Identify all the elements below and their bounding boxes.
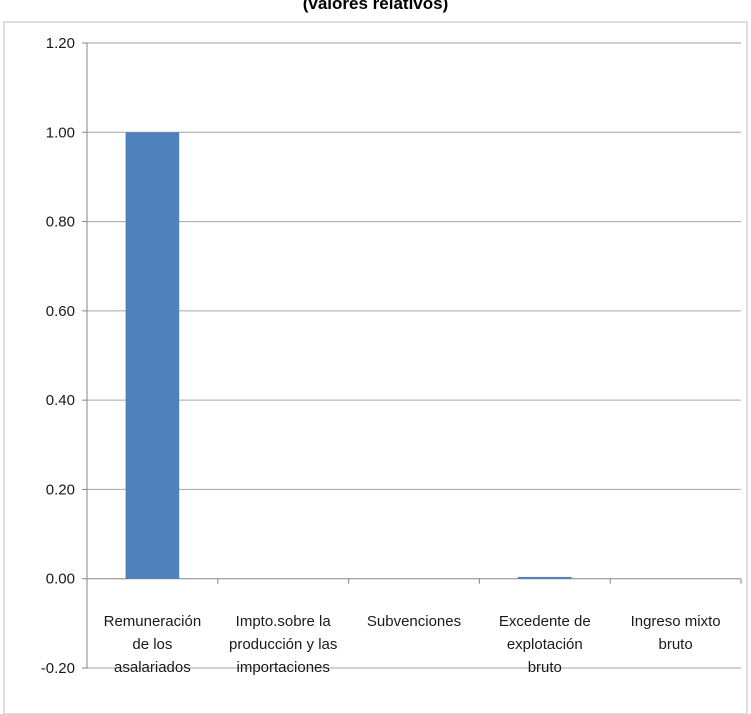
- bar: [517, 576, 572, 579]
- x-category-label: de los: [132, 636, 172, 653]
- y-tick-label: 0.40: [46, 392, 75, 409]
- x-category-label: bruto: [528, 659, 562, 676]
- axes: [82, 42, 742, 669]
- x-axis-labels: Remuneración de los asalariados Impto.sobre…: [104, 613, 721, 676]
- y-tick-label: 0.60: [46, 303, 75, 320]
- x-category-label: importaciones: [237, 659, 330, 676]
- chart-title: (valores relativos): [302, 0, 449, 13]
- bar: [125, 132, 180, 579]
- y-tick-label: -0.20: [41, 660, 75, 677]
- x-category-label: Ingreso mixto: [631, 613, 721, 630]
- y-tick-label: 0.00: [46, 571, 75, 588]
- bars: [125, 132, 572, 579]
- gridlines: [87, 42, 741, 669]
- x-category-label: Subvenciones: [367, 613, 461, 630]
- x-category-label: Remuneración: [104, 613, 202, 630]
- x-category-label: explotación: [507, 636, 583, 653]
- y-tick-label: 0.20: [46, 481, 75, 498]
- chart-border: [3, 21, 748, 714]
- y-tick-label: 1.20: [46, 35, 75, 52]
- y-tick-label: 0.80: [46, 214, 75, 231]
- x-category-label: Excedente de: [499, 613, 591, 630]
- y-axis-ticks: 1.20 1.00 0.80 0.60 0.40 0.20 0.00 -0.20: [41, 35, 75, 677]
- x-category-label: Impto.sobre la: [236, 613, 332, 630]
- x-category-label: producción y las: [229, 636, 337, 653]
- y-tick-label: 1.00: [46, 124, 75, 141]
- x-category-label: asalariados: [114, 659, 191, 676]
- x-category-label: bruto: [658, 636, 692, 653]
